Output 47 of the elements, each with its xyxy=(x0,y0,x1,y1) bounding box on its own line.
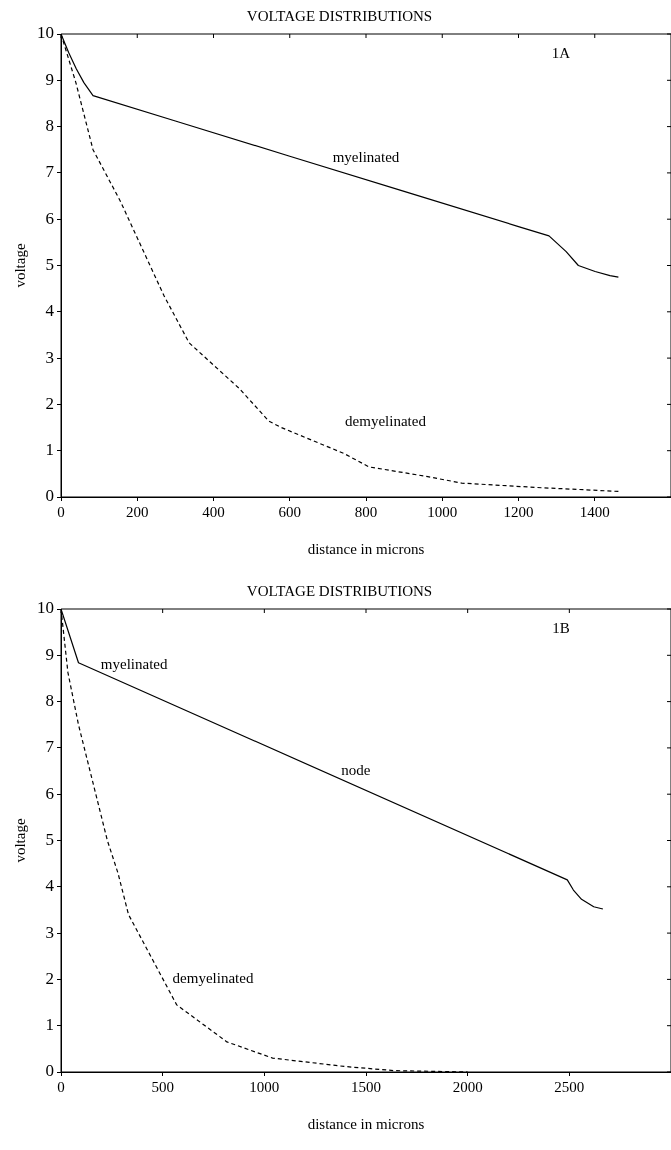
series-label: demyelinated xyxy=(345,412,427,429)
y-tick-label: 9 xyxy=(45,69,54,89)
x-axis-title: distance in microns xyxy=(307,540,425,557)
y-tick-label: 3 xyxy=(45,922,54,942)
annotation: 1B xyxy=(552,619,570,636)
series-label: myelinated xyxy=(100,656,169,673)
x-tick-label: 2000 xyxy=(452,1078,483,1095)
x-tick-label: 1200 xyxy=(503,503,534,520)
x-tick-label: 800 xyxy=(354,503,378,520)
annotation: node xyxy=(341,761,371,778)
x-tick-label: 1000 xyxy=(249,1078,280,1095)
y-tick-label: 7 xyxy=(45,737,55,757)
series-label: demyelinated xyxy=(172,970,254,987)
y-tick-label: 8 xyxy=(45,691,54,711)
y-tick-label: 5 xyxy=(45,829,54,849)
y-tick-label: 0 xyxy=(45,1061,54,1081)
x-tick-label: 500 xyxy=(151,1078,174,1095)
x-tick-label: 200 xyxy=(126,503,149,520)
y-tick-label: 6 xyxy=(45,208,54,228)
x-tick-label: 400 xyxy=(202,503,225,520)
x-tick-label: 1500 xyxy=(351,1078,381,1095)
y-tick-label: 8 xyxy=(45,116,54,136)
x-tick-label: 2500 xyxy=(554,1078,585,1095)
y-tick-label: 7 xyxy=(45,162,55,182)
y-tick-label: 9 xyxy=(45,644,54,664)
x-tick-label: 600 xyxy=(278,503,301,520)
x-axis-title: distance in microns xyxy=(307,1115,425,1132)
y-tick-label: 0 xyxy=(45,486,54,506)
y-tick-label: 1 xyxy=(45,1015,54,1035)
y-axis-title: voltage xyxy=(11,818,28,863)
annotation: 1A xyxy=(551,44,571,61)
y-tick-label: 2 xyxy=(45,968,54,988)
chart-title: VOLTAGE DISTRIBUTIONS xyxy=(246,582,433,599)
y-tick-label: 10 xyxy=(37,23,54,43)
y-axis-title: voltage xyxy=(11,243,28,288)
y-tick-label: 5 xyxy=(45,254,54,274)
y-tick-label: 4 xyxy=(45,301,55,321)
chart-title: VOLTAGE DISTRIBUTIONS xyxy=(246,7,433,24)
y-tick-label: 2 xyxy=(45,393,54,413)
y-tick-label: 10 xyxy=(37,598,54,618)
y-tick-label: 6 xyxy=(45,783,54,803)
x-tick-label: 1400 xyxy=(579,503,610,520)
x-tick-label: 1000 xyxy=(427,503,458,520)
y-tick-label: 3 xyxy=(45,347,54,367)
y-tick-label: 4 xyxy=(45,876,55,896)
series-label: myelinated xyxy=(332,148,400,165)
y-tick-label: 1 xyxy=(45,440,54,460)
